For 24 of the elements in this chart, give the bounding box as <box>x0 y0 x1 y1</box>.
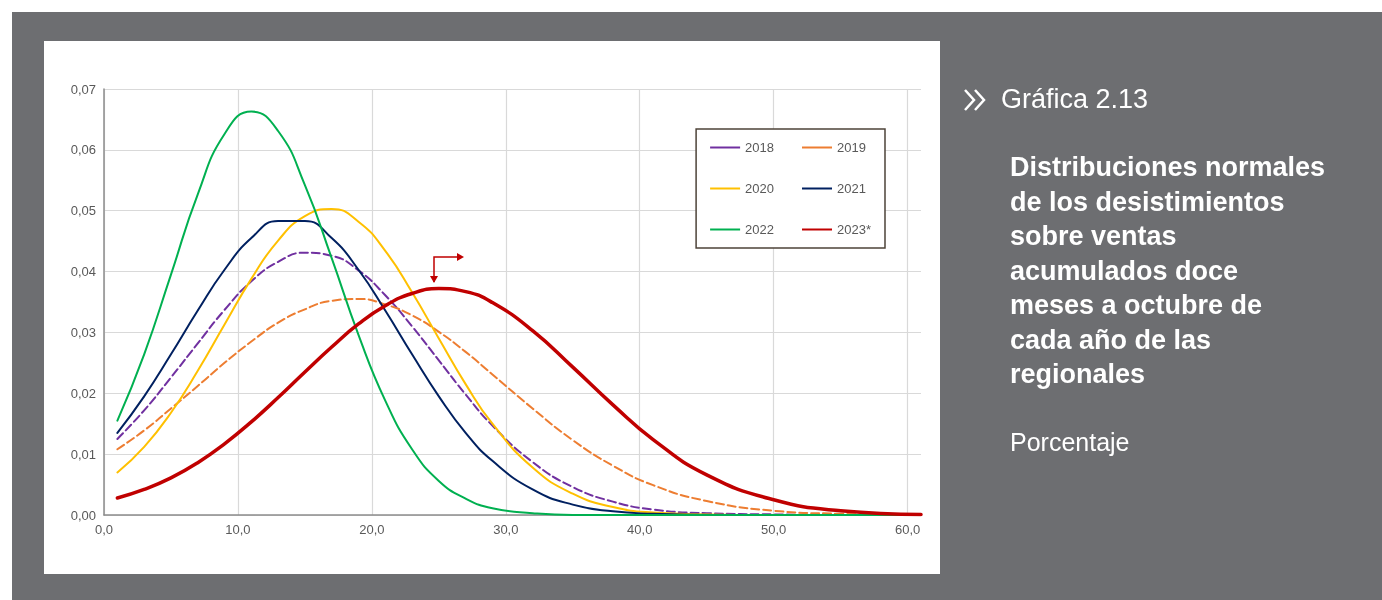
y-tick-label: 0,01 <box>70 446 96 462</box>
x-tick-label: 0,0 <box>94 522 114 537</box>
x-tick-label: 20,0 <box>359 522 385 537</box>
legend-label: 2020 <box>745 181 775 196</box>
x-tick-label: 30,0 <box>493 522 519 537</box>
y-tick-label: 0,07 <box>70 81 96 97</box>
legend-label: 2019 <box>837 140 866 155</box>
y-tick-label: 0,05 <box>70 203 96 219</box>
text: Distribuciones normales de los desistimientos sobre ventas acumulados doce meses a octubre de cada año de las regionales <box>1010 151 1327 391</box>
x-tick-label: 10,0 <box>225 522 251 537</box>
legend-label: 2018 <box>745 140 775 155</box>
y-tick-label: 0,06 <box>70 142 96 158</box>
legend-label: 2021 <box>837 181 866 196</box>
legend-label: 2023* <box>837 222 872 237</box>
text: Gráfica 2.13 <box>1001 84 1149 115</box>
y-tick-label: 0,04 <box>70 264 96 280</box>
text: Porcentaje <box>1010 428 1130 457</box>
y-tick-label: 0,00 <box>70 507 96 523</box>
legend-label: 2022 <box>745 222 775 237</box>
y-tick-label: 0,02 <box>70 385 96 401</box>
x-tick-label: 40,0 <box>627 522 653 537</box>
x-tick-label: 50,0 <box>761 522 787 537</box>
y-tick-label: 0,03 <box>70 324 96 340</box>
x-tick-label: 60,0 <box>894 522 921 537</box>
